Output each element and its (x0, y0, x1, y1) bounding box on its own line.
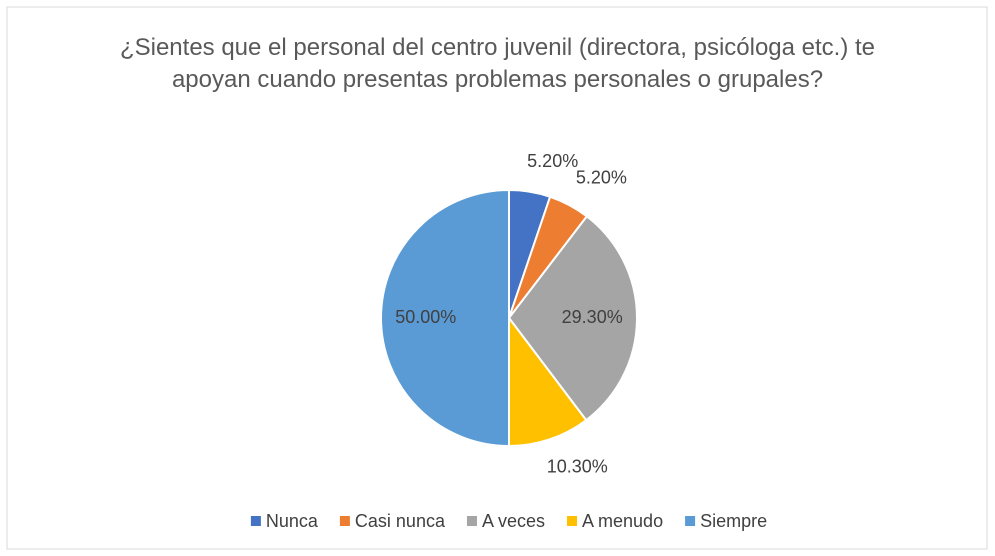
legend-swatch (250, 516, 261, 526)
data-label: 50.00% (395, 307, 456, 327)
legend-label: Casi nunca (355, 511, 446, 531)
legend-label: Siempre (700, 511, 767, 531)
pie-slice (380, 188, 510, 448)
chart-title: ¿Sientes que el personal del centro juve… (119, 34, 876, 93)
legend-swatch (685, 516, 696, 526)
data-label: 29.30% (562, 307, 623, 327)
legend-swatch (567, 516, 578, 526)
legend-label: A menudo (582, 511, 663, 531)
legend-swatch (466, 516, 477, 526)
data-label: 5.20% (527, 151, 578, 171)
data-label: 10.30% (547, 457, 608, 477)
legend-swatch (339, 516, 350, 526)
legend-label: A veces (482, 511, 545, 531)
legend-label: Nunca (266, 511, 319, 531)
pie-slice (507, 214, 638, 422)
data-label: 5.20% (576, 167, 627, 187)
pie-slice (508, 315, 588, 448)
